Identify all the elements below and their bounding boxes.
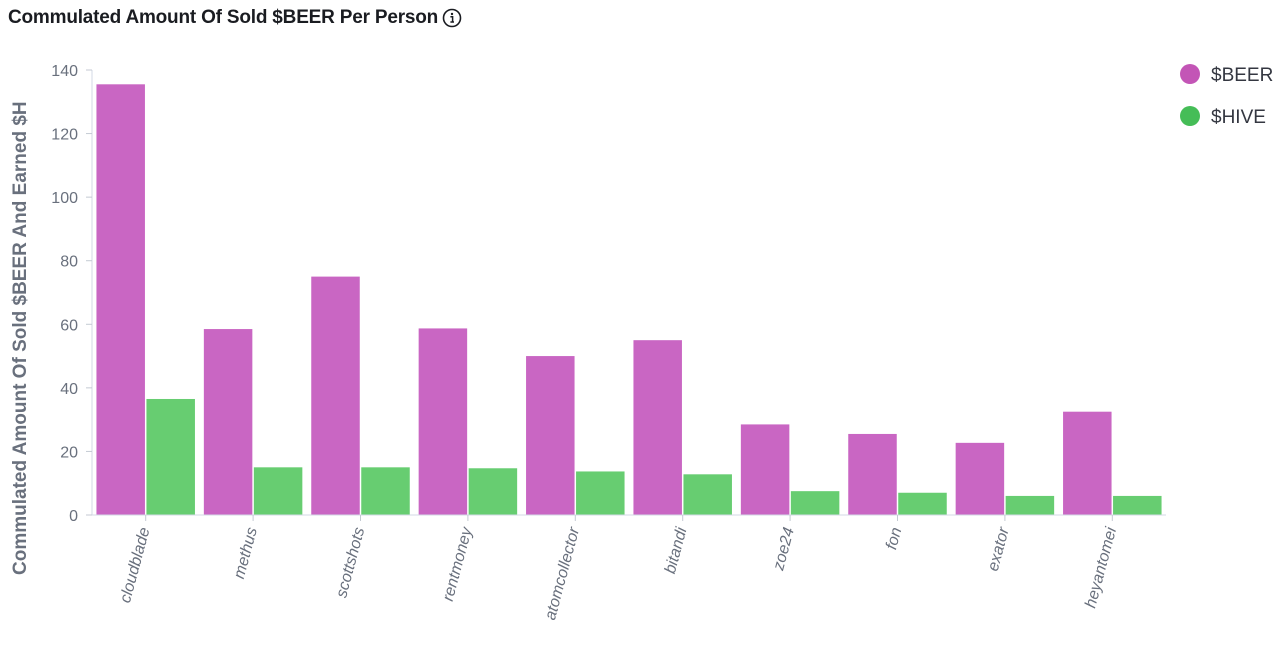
x-tick-label: bitandi xyxy=(662,525,691,575)
bar-hive-atomcollector[interactable] xyxy=(576,471,625,515)
bar-beer-fon[interactable] xyxy=(848,433,897,515)
x-tick-label: heyantomei xyxy=(1082,525,1120,610)
x-tick-label: rentmoney xyxy=(440,525,476,603)
bar-hive-rentmoney[interactable] xyxy=(468,468,518,515)
y-tick-label: 60 xyxy=(60,317,78,334)
y-axis: 0 20 40 60 80 100 120 140 xyxy=(51,63,93,525)
bars xyxy=(96,84,1162,515)
bar-beer-scottshots[interactable] xyxy=(311,276,360,515)
legend-label-hive[interactable]: $HIVE xyxy=(1211,107,1266,128)
chart-title: Commulated Amount Of Sold $BEER Per Pers… xyxy=(8,7,439,28)
x-tick-label: scottshots xyxy=(333,526,368,600)
x-tick-label: fon xyxy=(883,526,905,552)
y-tick-label: 100 xyxy=(51,190,78,207)
bar-hive-exator[interactable] xyxy=(1005,495,1055,515)
info-icon[interactable] xyxy=(442,8,462,28)
y-tick-label: 120 xyxy=(51,127,78,144)
legend: $BEER $HIVE xyxy=(1180,64,1273,128)
bar-beer-exator[interactable] xyxy=(955,442,1005,515)
legend-label-beer[interactable]: $BEER xyxy=(1211,65,1273,86)
y-tick-label: 140 xyxy=(51,63,78,80)
legend-swatch-hive[interactable] xyxy=(1180,106,1200,126)
chart-title-row: Commulated Amount Of Sold $BEER Per Pers… xyxy=(8,4,462,32)
y-tick-label: 80 xyxy=(60,254,78,271)
bar-beer-heyantomei[interactable] xyxy=(1063,411,1112,515)
bar-hive-bitandi[interactable] xyxy=(683,474,732,515)
bar-hive-heyantomei[interactable] xyxy=(1113,495,1162,515)
y-tick-label: 40 xyxy=(60,381,78,398)
x-tick-label: zoe24 xyxy=(770,526,798,574)
legend-swatch-beer[interactable] xyxy=(1180,64,1200,84)
y-tick-label: 20 xyxy=(60,444,78,461)
bar-beer-methus[interactable] xyxy=(203,329,253,515)
bar-beer-cloudblade[interactable] xyxy=(96,84,145,515)
y-axis-label: Commulated Amount Of Sold $BEER And Earn… xyxy=(10,101,31,575)
bar-beer-rentmoney[interactable] xyxy=(418,328,468,515)
bar-beer-bitandi[interactable] xyxy=(633,340,682,515)
bar-beer-zoe24[interactable] xyxy=(740,424,790,515)
x-axis: cloudblade methus scottshots rentmoney atomc… xyxy=(92,514,1166,622)
bar-hive-methus[interactable] xyxy=(253,467,303,515)
y-tick-label: 0 xyxy=(69,508,78,525)
x-tick-label: cloudblade xyxy=(117,526,153,605)
x-tick-label: exator xyxy=(985,525,1013,573)
bar-hive-cloudblade[interactable] xyxy=(146,398,195,515)
bar-hive-fon[interactable] xyxy=(898,492,947,515)
bar-hive-zoe24[interactable] xyxy=(790,491,840,515)
bar-hive-scottshots[interactable] xyxy=(361,467,410,515)
x-tick-label: atomcollector xyxy=(542,525,583,622)
x-tick-label: methus xyxy=(231,526,261,581)
bar-beer-atomcollector[interactable] xyxy=(526,356,575,515)
